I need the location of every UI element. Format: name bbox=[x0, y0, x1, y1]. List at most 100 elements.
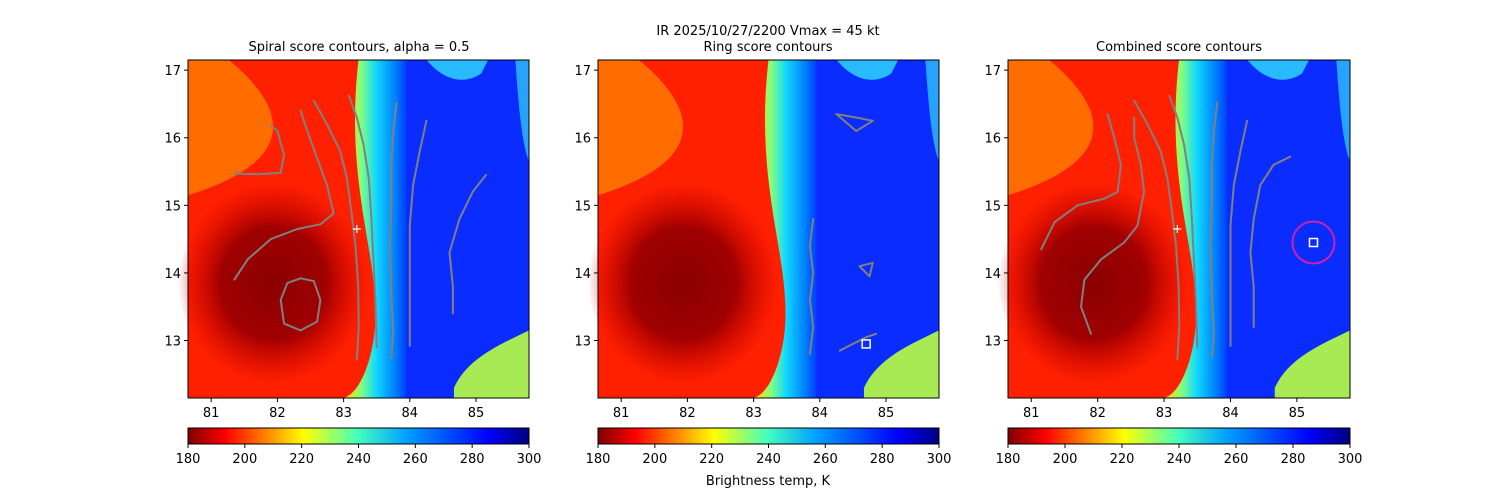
y-tick-label: 13 bbox=[574, 335, 591, 350]
y-tick-label: 15 bbox=[164, 199, 181, 214]
y-tick-label: 16 bbox=[984, 132, 1001, 147]
image-upper-right-streak bbox=[1336, 60, 1350, 162]
panel-3: Combined score contours 81 82 83 84 85 13 14 15… bbox=[984, 40, 1362, 467]
x-tick-label: 83 bbox=[745, 406, 762, 421]
y-tick-label: 14 bbox=[164, 267, 181, 282]
panel-2-contours bbox=[808, 113, 878, 356]
image-warm-patch bbox=[1274, 330, 1350, 398]
panel-3-frame bbox=[1007, 59, 1351, 399]
panel-2-markers bbox=[861, 339, 871, 349]
y-tick-label: 17 bbox=[984, 64, 1001, 79]
x-tick-label: 83 bbox=[1156, 406, 1173, 421]
image-cold-core bbox=[997, 181, 1190, 385]
contour-line-4 bbox=[858, 261, 874, 278]
x-tick-label: 85 bbox=[878, 406, 895, 421]
colorbar-tick-label: 240 bbox=[756, 452, 781, 467]
colorbar-tick-label: 280 bbox=[1281, 452, 1306, 467]
panel-1-colorbar: 180 200 220 240 260 280 300 bbox=[176, 427, 542, 467]
image-orange-fringe bbox=[188, 60, 274, 196]
x-tick-label: 82 bbox=[269, 406, 286, 421]
colorbar-gradient bbox=[187, 427, 530, 445]
colorbar-tick-label: 300 bbox=[927, 452, 952, 467]
colorbar-tick-label: 200 bbox=[1053, 452, 1078, 467]
image-orange-fringe bbox=[1008, 60, 1094, 196]
colorbar-gradient bbox=[1007, 427, 1351, 445]
panel-3-axes: 81 82 83 84 85 13 14 15 16 17 bbox=[984, 64, 1305, 421]
x-tick-label: 82 bbox=[1089, 406, 1106, 421]
contour-line-4 bbox=[389, 101, 398, 359]
contour-line-3 bbox=[835, 113, 874, 132]
contour-line-8 bbox=[448, 173, 487, 315]
contour-line-7 bbox=[1249, 155, 1292, 328]
image-cyan-streak bbox=[836, 60, 899, 80]
colorbar-tick-label: 260 bbox=[403, 452, 428, 467]
contour-line-2 bbox=[808, 217, 815, 356]
panel-2-axes: 81 82 83 84 85 13 14 15 16 17 bbox=[574, 64, 894, 421]
panel-2-colorbar: 180 200 220 240 260 280 300 bbox=[586, 427, 952, 467]
x-tick-label: 82 bbox=[679, 406, 696, 421]
x-tick-label: 83 bbox=[335, 406, 352, 421]
square-marker bbox=[861, 339, 871, 349]
image-orange-fringe bbox=[598, 60, 684, 196]
colorbar-tick-label: 220 bbox=[1110, 452, 1135, 467]
square-marker bbox=[1308, 237, 1319, 248]
image-cold-core bbox=[587, 181, 779, 385]
panel-1-axes: 81 82 83 84 85 13 14 15 16 17 bbox=[164, 64, 484, 421]
x-tick-label: 84 bbox=[402, 406, 419, 421]
y-tick-label: 13 bbox=[984, 335, 1001, 350]
contour-line-1 bbox=[233, 109, 335, 281]
panel-1-markers bbox=[352, 225, 361, 233]
x-tick-label: 85 bbox=[468, 406, 485, 421]
contour-line-6 bbox=[233, 124, 285, 176]
image-warm-patch bbox=[453, 330, 529, 398]
center-plus-marker bbox=[352, 225, 361, 233]
panel-2: Ring score contours 81 82 83 84 85 13 14 15 16 17… bbox=[574, 40, 951, 489]
y-tick-label: 13 bbox=[164, 335, 181, 350]
panel-2-image bbox=[587, 60, 939, 398]
y-tick-label: 15 bbox=[574, 199, 591, 214]
colorbar-tick-label: 260 bbox=[1224, 452, 1249, 467]
y-tick-label: 17 bbox=[164, 64, 181, 79]
colorbar-tick-label: 280 bbox=[460, 452, 485, 467]
panel-2-title: Ring score contours bbox=[703, 40, 832, 55]
y-tick-label: 16 bbox=[574, 132, 591, 147]
panel-3-title: Combined score contours bbox=[1096, 40, 1262, 55]
panel-1-title: Spiral score contours, alpha = 0.5 bbox=[248, 40, 469, 55]
colorbar-tick-label: 180 bbox=[996, 452, 1021, 467]
colorbar-label: Brightness temp, K bbox=[706, 474, 831, 489]
image-cyan-streak bbox=[426, 60, 489, 80]
contour-line-1 bbox=[1040, 113, 1122, 251]
contour-line-3 bbox=[347, 94, 378, 349]
target-circle-marker bbox=[1291, 220, 1336, 265]
figure-suptitle: IR 2025/10/27/2200 Vmax = 45 kt bbox=[656, 24, 879, 39]
colorbar-tick-label: 240 bbox=[346, 452, 371, 467]
contour-line-2 bbox=[312, 99, 360, 361]
image-cyan-streak bbox=[1247, 60, 1309, 80]
colorbar-tick-label: 220 bbox=[289, 452, 314, 467]
colorbar-tick-label: 180 bbox=[176, 452, 201, 467]
x-tick-label: 81 bbox=[203, 406, 220, 421]
panel-1: Spiral score contours, alpha = 0.5 81 82 8… bbox=[164, 40, 541, 467]
panel-1-image bbox=[177, 60, 529, 398]
panel-3-markers bbox=[1173, 220, 1336, 265]
x-tick-label: 84 bbox=[1222, 406, 1239, 421]
y-tick-label: 17 bbox=[574, 64, 591, 79]
colorbar-tick-label: 300 bbox=[517, 452, 542, 467]
y-tick-label: 16 bbox=[164, 132, 181, 147]
contour-line-3 bbox=[1133, 99, 1181, 361]
panel-1-contours bbox=[233, 94, 487, 361]
panel-2-frame bbox=[597, 59, 940, 399]
contour-line-4 bbox=[1168, 94, 1199, 349]
contour-line-5 bbox=[408, 119, 428, 347]
colorbar-tick-label: 300 bbox=[1338, 452, 1363, 467]
image-upper-right-streak bbox=[925, 60, 939, 162]
colorbar-gradient bbox=[597, 427, 940, 445]
contour-line-5 bbox=[1209, 101, 1219, 359]
image-warm-patch bbox=[863, 330, 939, 398]
panel-1-frame bbox=[187, 59, 530, 399]
y-tick-label: 14 bbox=[574, 267, 591, 282]
colorbar-tick-label: 240 bbox=[1167, 452, 1192, 467]
image-cold-core bbox=[177, 181, 369, 385]
colorbar-tick-label: 180 bbox=[586, 452, 611, 467]
